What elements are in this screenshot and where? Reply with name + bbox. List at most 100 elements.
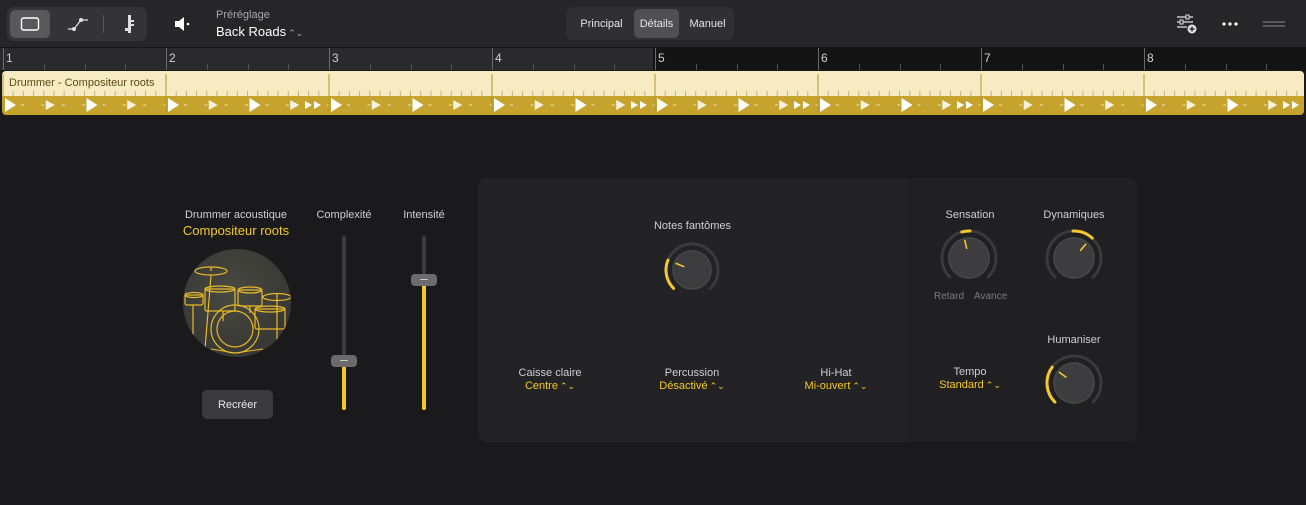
ghost-notes-knob[interactable] xyxy=(662,240,722,300)
intensity-slider[interactable] xyxy=(422,236,426,410)
feel-right-label: Avance xyxy=(974,291,1008,302)
preset-label: Préréglage xyxy=(216,9,270,21)
tab-principal[interactable]: Principal xyxy=(580,17,623,30)
beat-tick xyxy=(125,64,127,70)
single-window-button[interactable] xyxy=(10,10,50,38)
automation-curve-icon xyxy=(68,18,88,31)
tempo-value: Standard xyxy=(939,379,984,391)
timeline-ruler[interactable]: 1 2 3 4 5 6 7 8 xyxy=(0,48,1306,70)
score-button[interactable] xyxy=(110,10,150,38)
chevron-updown-icon: ⌃⌄ xyxy=(288,28,304,38)
tempo-label: Tempo xyxy=(953,366,987,378)
intensity-slider-thumb[interactable] xyxy=(411,273,437,286)
percussion-select[interactable]: Désactivé ⌃⌄ xyxy=(642,380,742,392)
drag-handle-icon xyxy=(1263,21,1285,27)
humanize-label: Humaniser xyxy=(1047,334,1101,346)
automation-button[interactable] xyxy=(58,10,98,38)
recreate-button[interactable]: Recréer xyxy=(202,390,273,419)
beat-tick xyxy=(614,64,616,70)
drummer-name[interactable]: Compositeur roots xyxy=(182,223,290,238)
beat-tick xyxy=(451,64,453,70)
beat-tick xyxy=(410,64,412,70)
speaker-button[interactable] xyxy=(170,12,194,36)
bar-number: 2 xyxy=(169,51,176,65)
beat-tick xyxy=(84,64,86,70)
chevron-updown-icon: ⌃⌄ xyxy=(559,381,576,391)
bar-number: 4 xyxy=(495,51,502,65)
hihat-value: Mi-ouvert xyxy=(804,380,851,392)
beat-tick xyxy=(1225,64,1227,70)
region-header: Drummer - Compositeur roots xyxy=(2,71,1304,96)
region-pattern-graphic xyxy=(2,74,1299,115)
bar-number: 8 xyxy=(1147,51,1154,65)
bar-tick xyxy=(492,48,493,70)
beat-tick xyxy=(695,64,697,70)
feel-left-label: Retard xyxy=(934,291,965,302)
chevron-updown-icon: ⌃⌄ xyxy=(852,381,868,391)
intensity-label: Intensité xyxy=(403,209,445,221)
beat-tick xyxy=(1062,64,1064,70)
chevron-updown-icon: ⌃⌄ xyxy=(709,381,725,391)
bar-tick xyxy=(981,48,982,70)
segment-divider xyxy=(103,15,104,33)
tab-manuel[interactable]: Manuel xyxy=(689,17,726,30)
toolbar: Préréglage Back Roads ⌃⌄ Principal Détail… xyxy=(0,0,1306,48)
details-panel-right xyxy=(907,178,1137,442)
complexity-slider[interactable] xyxy=(342,236,346,410)
humanize-knob[interactable] xyxy=(1043,352,1105,414)
drum-kit-image[interactable] xyxy=(183,249,291,357)
more-icon xyxy=(1222,22,1238,26)
beat-tick xyxy=(573,64,575,70)
bar-tick xyxy=(655,48,656,70)
score-note-icon xyxy=(125,15,134,33)
beat-tick xyxy=(736,64,738,70)
snare-select[interactable]: Centre ⌃⌄ xyxy=(500,380,600,392)
beat-tick xyxy=(43,64,45,70)
bar-number: 1 xyxy=(6,51,13,65)
beat-tick xyxy=(777,64,779,70)
bar-number: 7 xyxy=(984,51,991,65)
feel-label: Sensation xyxy=(945,209,995,221)
mixer-add-button[interactable] xyxy=(1174,12,1200,36)
complexity-label: Complexité xyxy=(316,209,372,221)
beat-tick xyxy=(288,64,290,70)
beat-tick xyxy=(1021,64,1023,70)
dynamics-knob[interactable] xyxy=(1043,227,1105,289)
view-switcher: Principal Détails Manuel xyxy=(566,7,734,40)
beat-tick xyxy=(1184,64,1186,70)
bar-tick xyxy=(3,48,4,70)
drummer-type-label: Drummer acoustique xyxy=(184,209,288,221)
intensity-fill xyxy=(422,279,426,410)
complexity-slider-thumb[interactable] xyxy=(331,355,357,368)
region-title: Drummer - Compositeur roots xyxy=(9,77,155,89)
drag-handle[interactable] xyxy=(1260,12,1288,36)
tab-details[interactable]: Détails xyxy=(634,9,679,38)
preset-name: Back Roads xyxy=(216,24,287,39)
bar-tick xyxy=(166,48,167,70)
speaker-icon xyxy=(175,17,190,31)
bar-number: 3 xyxy=(332,51,339,65)
beat-tick xyxy=(1103,64,1105,70)
beat-tick xyxy=(532,64,534,70)
dynamics-label: Dynamiques xyxy=(1043,209,1105,221)
hihat-select[interactable]: Mi-ouvert ⌃⌄ xyxy=(786,380,886,392)
percussion-value: Désactivé xyxy=(659,380,708,392)
beat-tick xyxy=(940,64,942,70)
bar-tick xyxy=(818,48,819,70)
view-mode-segment xyxy=(7,7,147,41)
drummer-region[interactable]: Drummer - Compositeur roots xyxy=(2,71,1304,115)
feel-knob[interactable] xyxy=(938,227,1000,289)
cycle-area xyxy=(0,48,653,70)
beat-tick xyxy=(858,64,860,70)
single-window-icon xyxy=(20,17,40,31)
more-button[interactable] xyxy=(1217,12,1243,36)
chevron-updown-icon: ⌃⌄ xyxy=(985,380,1001,390)
hihat-label: Hi-Hat xyxy=(820,367,852,379)
beat-tick xyxy=(206,64,208,70)
ghost-notes-label: Notes fantômes xyxy=(653,220,732,232)
tempo-select[interactable]: Standard ⌃⌄ xyxy=(920,379,1020,391)
mixer-add-icon xyxy=(1177,14,1197,34)
preset-selector[interactable]: Back Roads ⌃⌄ xyxy=(216,24,303,39)
beat-tick xyxy=(899,64,901,70)
percussion-label: Percussion xyxy=(664,367,720,379)
